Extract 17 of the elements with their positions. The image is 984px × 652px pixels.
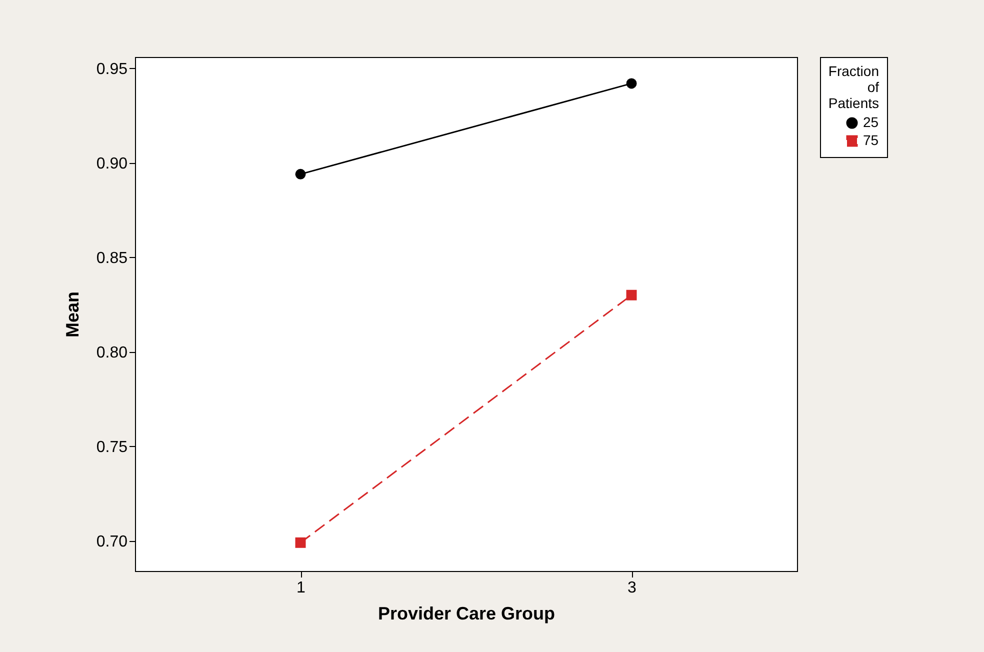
y-tick-label: 0.85 [96, 250, 128, 267]
x-tick-label: 1 [296, 580, 306, 596]
y-tick-label: 0.80 [96, 344, 128, 362]
x-tick-label: 3 [628, 580, 637, 596]
point [295, 168, 306, 180]
y-tick-label: 0.95 [96, 60, 128, 78]
y-tick-label: 0.70 [96, 533, 128, 550]
point [295, 537, 306, 548]
y-tick-label: 0.75 [96, 438, 128, 456]
y-tick-label: 0.90 [96, 155, 128, 172]
y-axis-title: Mean [62, 291, 82, 338]
point [626, 78, 637, 89]
legend-label: 75 [863, 132, 879, 148]
legend-title: Fraction of Patients [828, 63, 880, 111]
x-axis-title: Provider Care Group [378, 604, 556, 624]
point [626, 290, 637, 300]
legend-label: 25 [863, 114, 879, 130]
